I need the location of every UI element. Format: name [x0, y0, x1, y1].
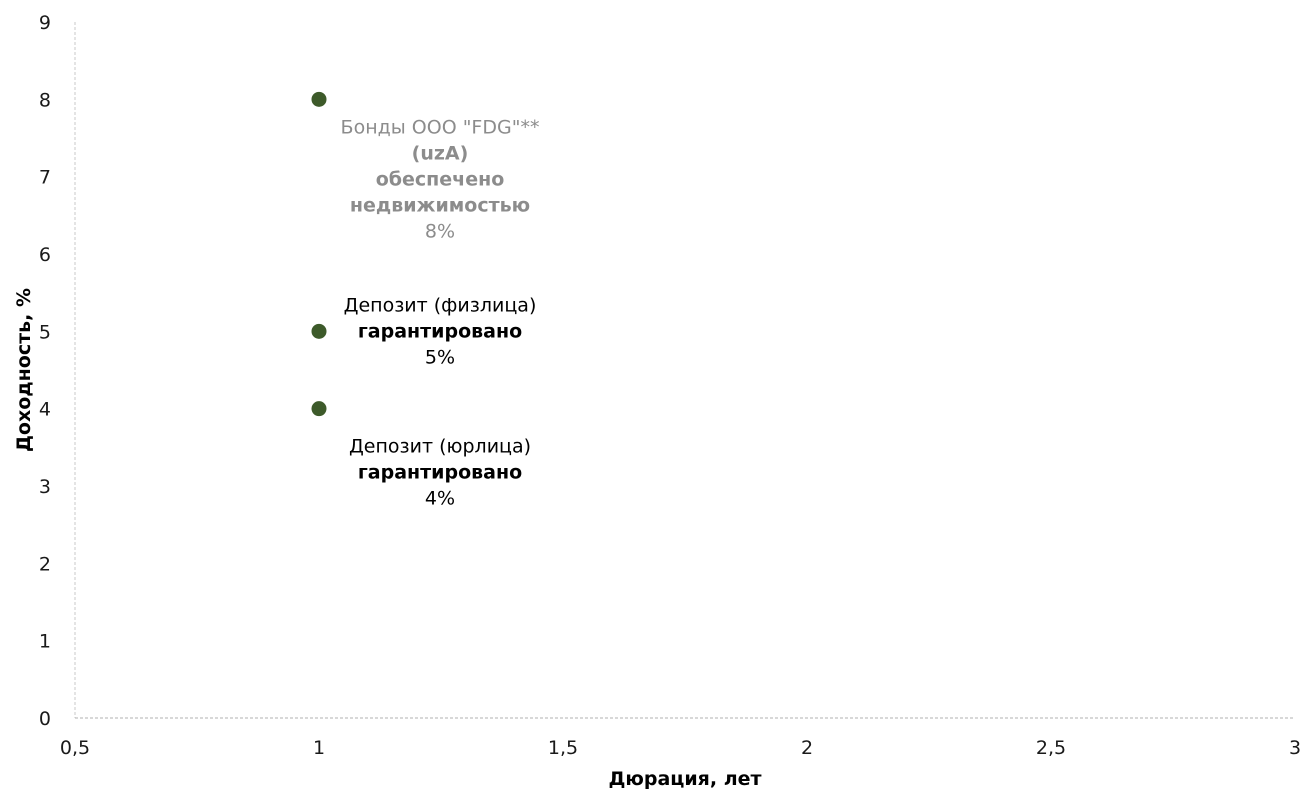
data-point	[311, 91, 327, 107]
data-label-line: 5%	[425, 346, 455, 368]
axes	[74, 22, 1295, 719]
data-label-line: (uzA)	[412, 142, 469, 164]
data-point	[311, 323, 327, 339]
x-axis-title: Дюрация, лет	[608, 768, 761, 790]
y-tick-label: 6	[39, 244, 51, 266]
y-tick-label: 4	[39, 399, 51, 421]
data-label: Бонды ООО "FDG"** (uzA) обеспечено недвижим…	[341, 116, 540, 242]
data-label: Депозит (юрлица) гарантировано 4%	[349, 436, 531, 510]
y-tick-label: 9	[39, 12, 51, 34]
x-tick-label: 1,5	[548, 737, 578, 759]
data-label-line: гарантировано	[358, 462, 522, 484]
y-tick-label: 2	[39, 553, 51, 575]
data-label-line: обеспечено	[376, 168, 505, 190]
data-label-line: 4%	[425, 488, 455, 510]
data-label-line: недвижимостью	[350, 194, 530, 216]
data-label-line: Депозит (физлица)	[344, 294, 537, 316]
x-tick-label: 1	[313, 737, 325, 759]
y-tick-labels: 0 1 2 3 4 5 6 7 8 9	[39, 12, 51, 730]
data-point	[311, 401, 327, 417]
y-tick-label: 1	[39, 631, 51, 653]
y-tick-label: 3	[39, 476, 51, 498]
data-label-line: 8%	[425, 220, 455, 242]
data-label-line: Депозит (юрлица)	[349, 436, 531, 458]
x-tick-label: 3	[1289, 737, 1301, 759]
data-labels: Бонды ООО "FDG"** (uzA) обеспечено недвижим…	[341, 116, 540, 509]
y-tick-label: 0	[39, 708, 51, 730]
data-label-line: гарантировано	[358, 320, 522, 342]
data-label-line: Бонды ООО "FDG"**	[341, 116, 540, 138]
x-tick-label: 2,5	[1036, 737, 1066, 759]
y-tick-label: 8	[39, 89, 51, 111]
data-points	[311, 91, 327, 417]
y-axis-title: Доходность, %	[13, 288, 35, 452]
x-tick-labels: 0,5 1 1,5 2 2,5 3	[60, 737, 1301, 759]
y-tick-label: 5	[39, 321, 51, 343]
x-tick-label: 0,5	[60, 737, 90, 759]
x-tick-label: 2	[801, 737, 813, 759]
y-tick-label: 7	[39, 167, 51, 189]
data-label: Депозит (физлица) гарантировано 5%	[344, 294, 537, 368]
